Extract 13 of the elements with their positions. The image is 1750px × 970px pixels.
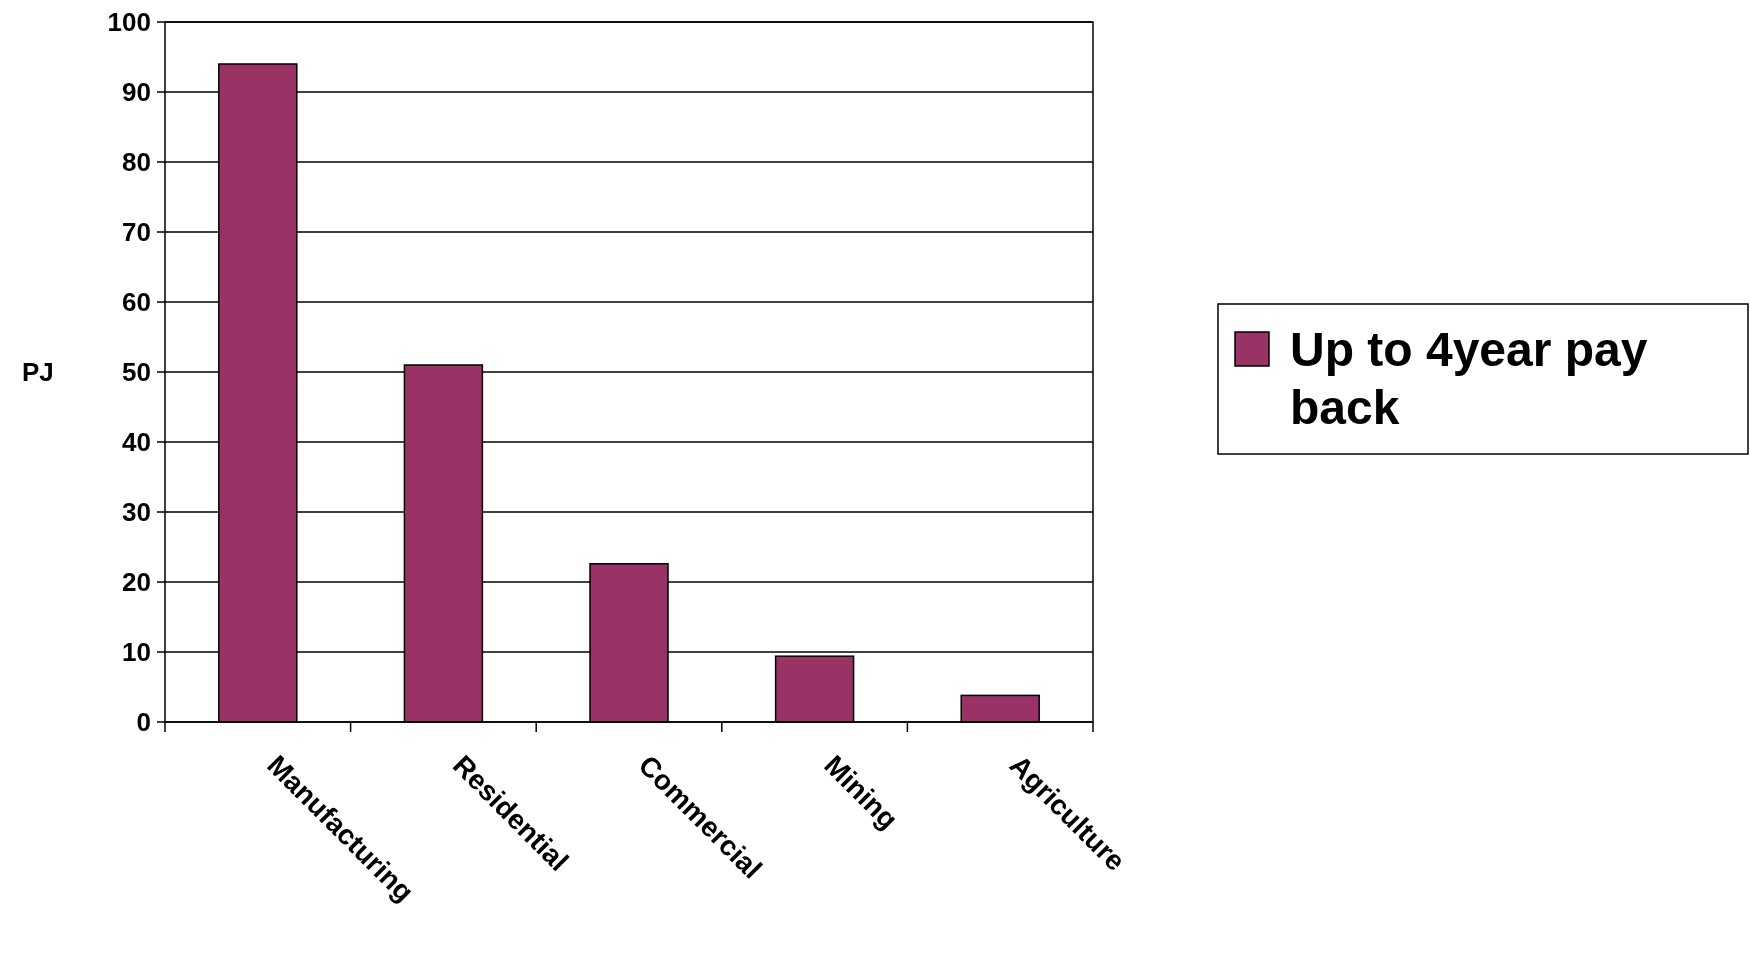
y-tick-label: 10 — [122, 637, 151, 668]
y-tick-label: 30 — [122, 497, 151, 528]
y-tick-label: 50 — [122, 357, 151, 388]
y-tick-label: 90 — [122, 77, 151, 108]
y-tick-label: 0 — [136, 707, 151, 738]
y-tick-label: 20 — [122, 567, 151, 598]
y-tick-label: 40 — [122, 427, 151, 458]
y-tick-label: 100 — [107, 7, 151, 38]
y-tick-label: 70 — [122, 217, 151, 248]
y-tick-label: 80 — [122, 147, 151, 178]
legend-label: Up to 4year pay back — [1290, 323, 1648, 434]
y-tick-label: 60 — [122, 287, 151, 318]
y-axis-title: PJ — [22, 357, 54, 388]
